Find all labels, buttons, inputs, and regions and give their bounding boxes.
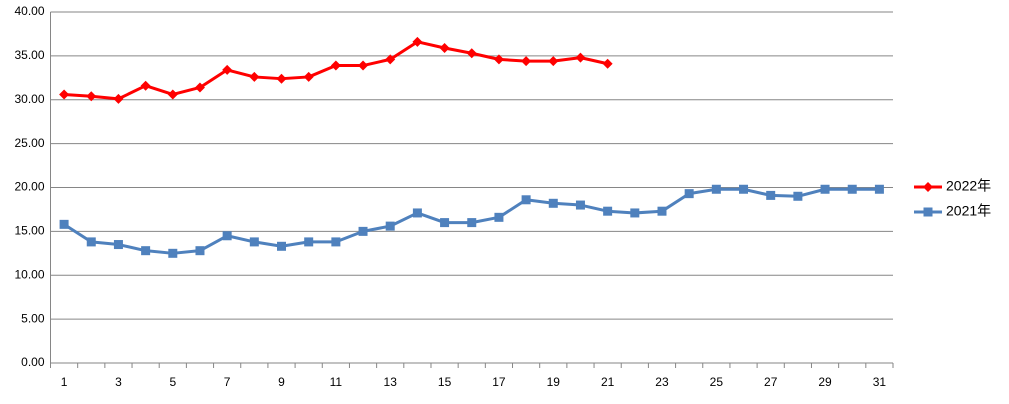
data-point bbox=[330, 60, 341, 71]
data-point bbox=[684, 189, 694, 199]
y-tick-label: 15.00 bbox=[14, 224, 44, 238]
data-point bbox=[467, 218, 477, 228]
x-tick-label: 9 bbox=[278, 375, 285, 389]
x-tick-label: 15 bbox=[438, 375, 452, 389]
x-tick-label: 3 bbox=[115, 375, 122, 389]
x-tick-label: 7 bbox=[224, 375, 231, 389]
data-point bbox=[793, 191, 803, 201]
data-point bbox=[385, 221, 395, 231]
y-tick-label: 40.00 bbox=[14, 4, 44, 18]
y-tick-label: 35.00 bbox=[14, 48, 44, 62]
data-point bbox=[140, 80, 151, 91]
data-point bbox=[59, 89, 70, 100]
x-tick-label: 13 bbox=[384, 375, 398, 389]
data-point bbox=[249, 237, 259, 247]
data-point bbox=[575, 200, 585, 210]
data-point bbox=[630, 208, 640, 218]
data-point bbox=[847, 184, 857, 194]
legend-marker bbox=[923, 182, 933, 192]
x-tick-label: 25 bbox=[710, 375, 724, 389]
data-point bbox=[439, 42, 450, 53]
y-tick-label: 0.00 bbox=[21, 355, 45, 369]
data-point bbox=[711, 184, 721, 194]
data-point bbox=[739, 184, 749, 194]
data-point bbox=[548, 56, 559, 67]
data-point bbox=[276, 73, 287, 84]
legend-label: 2021年 bbox=[946, 203, 991, 219]
data-point bbox=[358, 60, 369, 71]
data-point bbox=[194, 82, 205, 93]
data-point bbox=[874, 184, 884, 194]
data-point bbox=[412, 208, 422, 218]
x-tick-label: 19 bbox=[547, 375, 561, 389]
x-tick-label: 31 bbox=[873, 375, 887, 389]
data-point bbox=[304, 237, 314, 247]
x-tick-label: 21 bbox=[601, 375, 615, 389]
legend-marker bbox=[923, 207, 933, 217]
x-tick-label: 5 bbox=[169, 375, 176, 389]
data-point bbox=[358, 226, 368, 236]
data-point bbox=[493, 54, 504, 65]
data-point bbox=[331, 237, 341, 247]
data-point bbox=[440, 218, 450, 228]
data-point bbox=[575, 52, 586, 63]
y-tick-label: 5.00 bbox=[21, 311, 45, 325]
data-point bbox=[385, 54, 396, 65]
y-tick-label: 20.00 bbox=[14, 180, 44, 194]
data-point bbox=[521, 56, 532, 67]
x-tick-label: 17 bbox=[492, 375, 506, 389]
data-point bbox=[548, 198, 558, 208]
data-point bbox=[222, 231, 232, 241]
data-point bbox=[222, 64, 233, 75]
data-point bbox=[113, 240, 123, 250]
data-point bbox=[466, 48, 477, 59]
data-point bbox=[141, 246, 151, 256]
data-point bbox=[494, 212, 504, 222]
data-point bbox=[86, 91, 97, 102]
legend-label: 2022年 bbox=[946, 178, 991, 194]
data-point bbox=[168, 248, 178, 258]
data-point bbox=[249, 71, 260, 82]
data-point bbox=[113, 93, 124, 104]
data-point bbox=[766, 190, 776, 200]
y-tick-label: 10.00 bbox=[14, 267, 44, 281]
x-tick-label: 27 bbox=[764, 375, 778, 389]
data-point bbox=[167, 89, 178, 100]
data-point bbox=[59, 219, 69, 229]
data-point bbox=[657, 206, 667, 216]
data-point bbox=[195, 246, 205, 256]
data-point bbox=[86, 237, 96, 247]
x-tick-label: 11 bbox=[330, 375, 343, 389]
data-point bbox=[603, 206, 613, 216]
data-point bbox=[303, 71, 314, 82]
data-point bbox=[820, 184, 830, 194]
data-point bbox=[602, 58, 613, 69]
y-tick-label: 30.00 bbox=[14, 92, 44, 106]
x-tick-label: 29 bbox=[818, 375, 832, 389]
data-point bbox=[277, 241, 287, 251]
x-tick-label: 23 bbox=[655, 375, 669, 389]
data-point bbox=[521, 195, 531, 205]
x-tick-label: 1 bbox=[61, 375, 68, 389]
y-tick-label: 25.00 bbox=[14, 136, 44, 150]
data-point bbox=[412, 36, 423, 47]
